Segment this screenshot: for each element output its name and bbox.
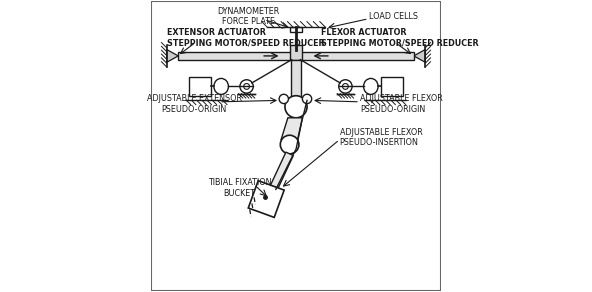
Bar bbox=[289, 27, 303, 32]
Bar bbox=[189, 77, 211, 96]
Circle shape bbox=[303, 94, 312, 104]
Text: EXTENSOR ACTUATOR
STEPPING MOTOR/SPEED REDUCER: EXTENSOR ACTUATOR STEPPING MOTOR/SPEED R… bbox=[167, 28, 324, 48]
Text: ADJUSTABLE FLEXOR
PSEUDO-ORIGIN: ADJUSTABLE FLEXOR PSEUDO-ORIGIN bbox=[360, 94, 443, 114]
Text: ADJUSTABLE EXTENSOR
PSEUDO-ORIGIN: ADJUSTABLE EXTENSOR PSEUDO-ORIGIN bbox=[147, 94, 242, 114]
Text: LOAD CELLS: LOAD CELLS bbox=[369, 12, 417, 21]
Circle shape bbox=[274, 190, 278, 194]
Polygon shape bbox=[267, 152, 293, 197]
Circle shape bbox=[279, 94, 288, 104]
Text: FLEXOR ACTUATOR
STEPPING MOTOR/SPEED REDUCER: FLEXOR ACTUATOR STEPPING MOTOR/SPEED RED… bbox=[321, 28, 478, 48]
Text: ADJUSTABLE FLEXOR
PSEUDO-INSERTION: ADJUSTABLE FLEXOR PSEUDO-INSERTION bbox=[340, 128, 422, 147]
Ellipse shape bbox=[363, 79, 378, 94]
Text: DYNAMOMETER
FORCE PLATE: DYNAMOMETER FORCE PLATE bbox=[217, 7, 279, 26]
Polygon shape bbox=[414, 50, 425, 62]
Polygon shape bbox=[248, 181, 284, 218]
Bar bbox=[381, 77, 403, 96]
Text: TIBIAL FIXATION
BUCKET: TIBIAL FIXATION BUCKET bbox=[208, 178, 271, 198]
Circle shape bbox=[244, 84, 249, 89]
Circle shape bbox=[240, 80, 253, 93]
Bar bbox=[178, 52, 414, 60]
Bar bbox=[289, 45, 303, 60]
Polygon shape bbox=[281, 118, 303, 140]
Bar bbox=[291, 60, 301, 97]
Circle shape bbox=[339, 80, 352, 93]
Circle shape bbox=[285, 96, 307, 118]
Circle shape bbox=[343, 84, 348, 89]
Ellipse shape bbox=[214, 79, 229, 94]
Circle shape bbox=[280, 135, 299, 154]
Polygon shape bbox=[167, 50, 178, 62]
